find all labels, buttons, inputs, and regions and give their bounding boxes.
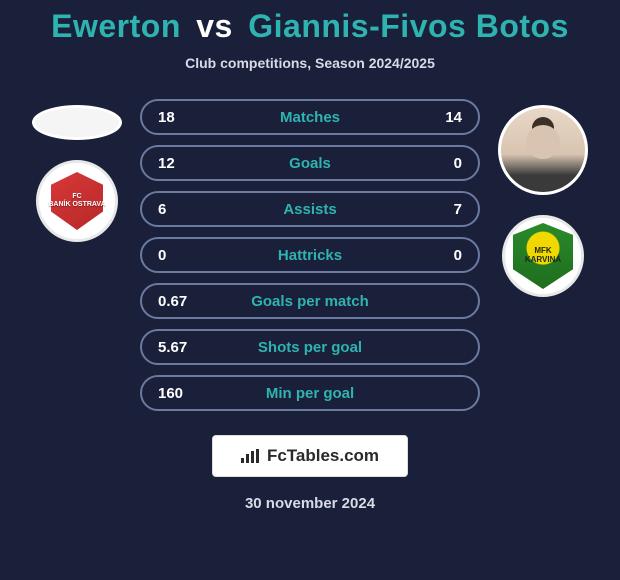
- player1-avatar: [32, 105, 122, 140]
- stat-left-value: 160: [158, 385, 198, 402]
- stat-label: Hattricks: [278, 247, 342, 264]
- main-area: FC BANÍK OSTRAVA 18 Matches 14 12 Goals …: [0, 99, 620, 411]
- right-side: MFK KARVINÁ: [498, 99, 588, 297]
- stat-right-value: 14: [422, 109, 462, 126]
- left-side: FC BANÍK OSTRAVA: [32, 99, 122, 242]
- stat-label: Goals: [289, 155, 331, 172]
- player2-club-label: MFK KARVINÁ: [525, 247, 561, 265]
- title-player2: Giannis-Fivos Botos: [248, 8, 569, 44]
- stat-right-value: 7: [422, 201, 462, 218]
- stat-right-value: 0: [422, 155, 462, 172]
- table-row: 160 Min per goal: [140, 375, 480, 411]
- stat-left-value: 6: [158, 201, 198, 218]
- table-row: 6 Assists 7: [140, 191, 480, 227]
- table-row: 12 Goals 0: [140, 145, 480, 181]
- stat-left-value: 12: [158, 155, 198, 172]
- player2-avatar: [498, 105, 588, 195]
- comparison-card: Ewerton vs Giannis-Fivos Botos Club comp…: [0, 0, 620, 580]
- source-badge[interactable]: FcTables.com: [212, 435, 408, 477]
- stat-label: Shots per goal: [258, 339, 362, 356]
- stat-left-value: 0.67: [158, 293, 198, 310]
- player1-club-label: FC BANÍK OSTRAVA: [48, 193, 105, 208]
- stat-right-value: 0: [422, 247, 462, 264]
- stat-left-value: 5.67: [158, 339, 198, 356]
- stat-label: Goals per match: [251, 293, 369, 310]
- table-row: 0.67 Goals per match: [140, 283, 480, 319]
- player1-club-badge: FC BANÍK OSTRAVA: [36, 160, 118, 242]
- stat-label: Assists: [283, 201, 336, 218]
- title-vs: vs: [196, 8, 233, 44]
- stat-left-value: 0: [158, 247, 198, 264]
- stats-table: 18 Matches 14 12 Goals 0 6 Assists 7 0 H…: [140, 99, 480, 411]
- table-row: 0 Hattricks 0: [140, 237, 480, 273]
- page-title: Ewerton vs Giannis-Fivos Botos: [51, 8, 569, 45]
- table-row: 5.67 Shots per goal: [140, 329, 480, 365]
- player2-club-badge: MFK KARVINÁ: [502, 215, 584, 297]
- footer-date: 30 november 2024: [245, 495, 375, 512]
- stat-label: Min per goal: [266, 385, 354, 402]
- bar-chart-icon: [241, 449, 259, 463]
- source-label: FcTables.com: [267, 446, 379, 466]
- stat-label: Matches: [280, 109, 340, 126]
- subtitle: Club competitions, Season 2024/2025: [185, 55, 435, 71]
- table-row: 18 Matches 14: [140, 99, 480, 135]
- stat-left-value: 18: [158, 109, 198, 126]
- title-player1: Ewerton: [51, 8, 181, 44]
